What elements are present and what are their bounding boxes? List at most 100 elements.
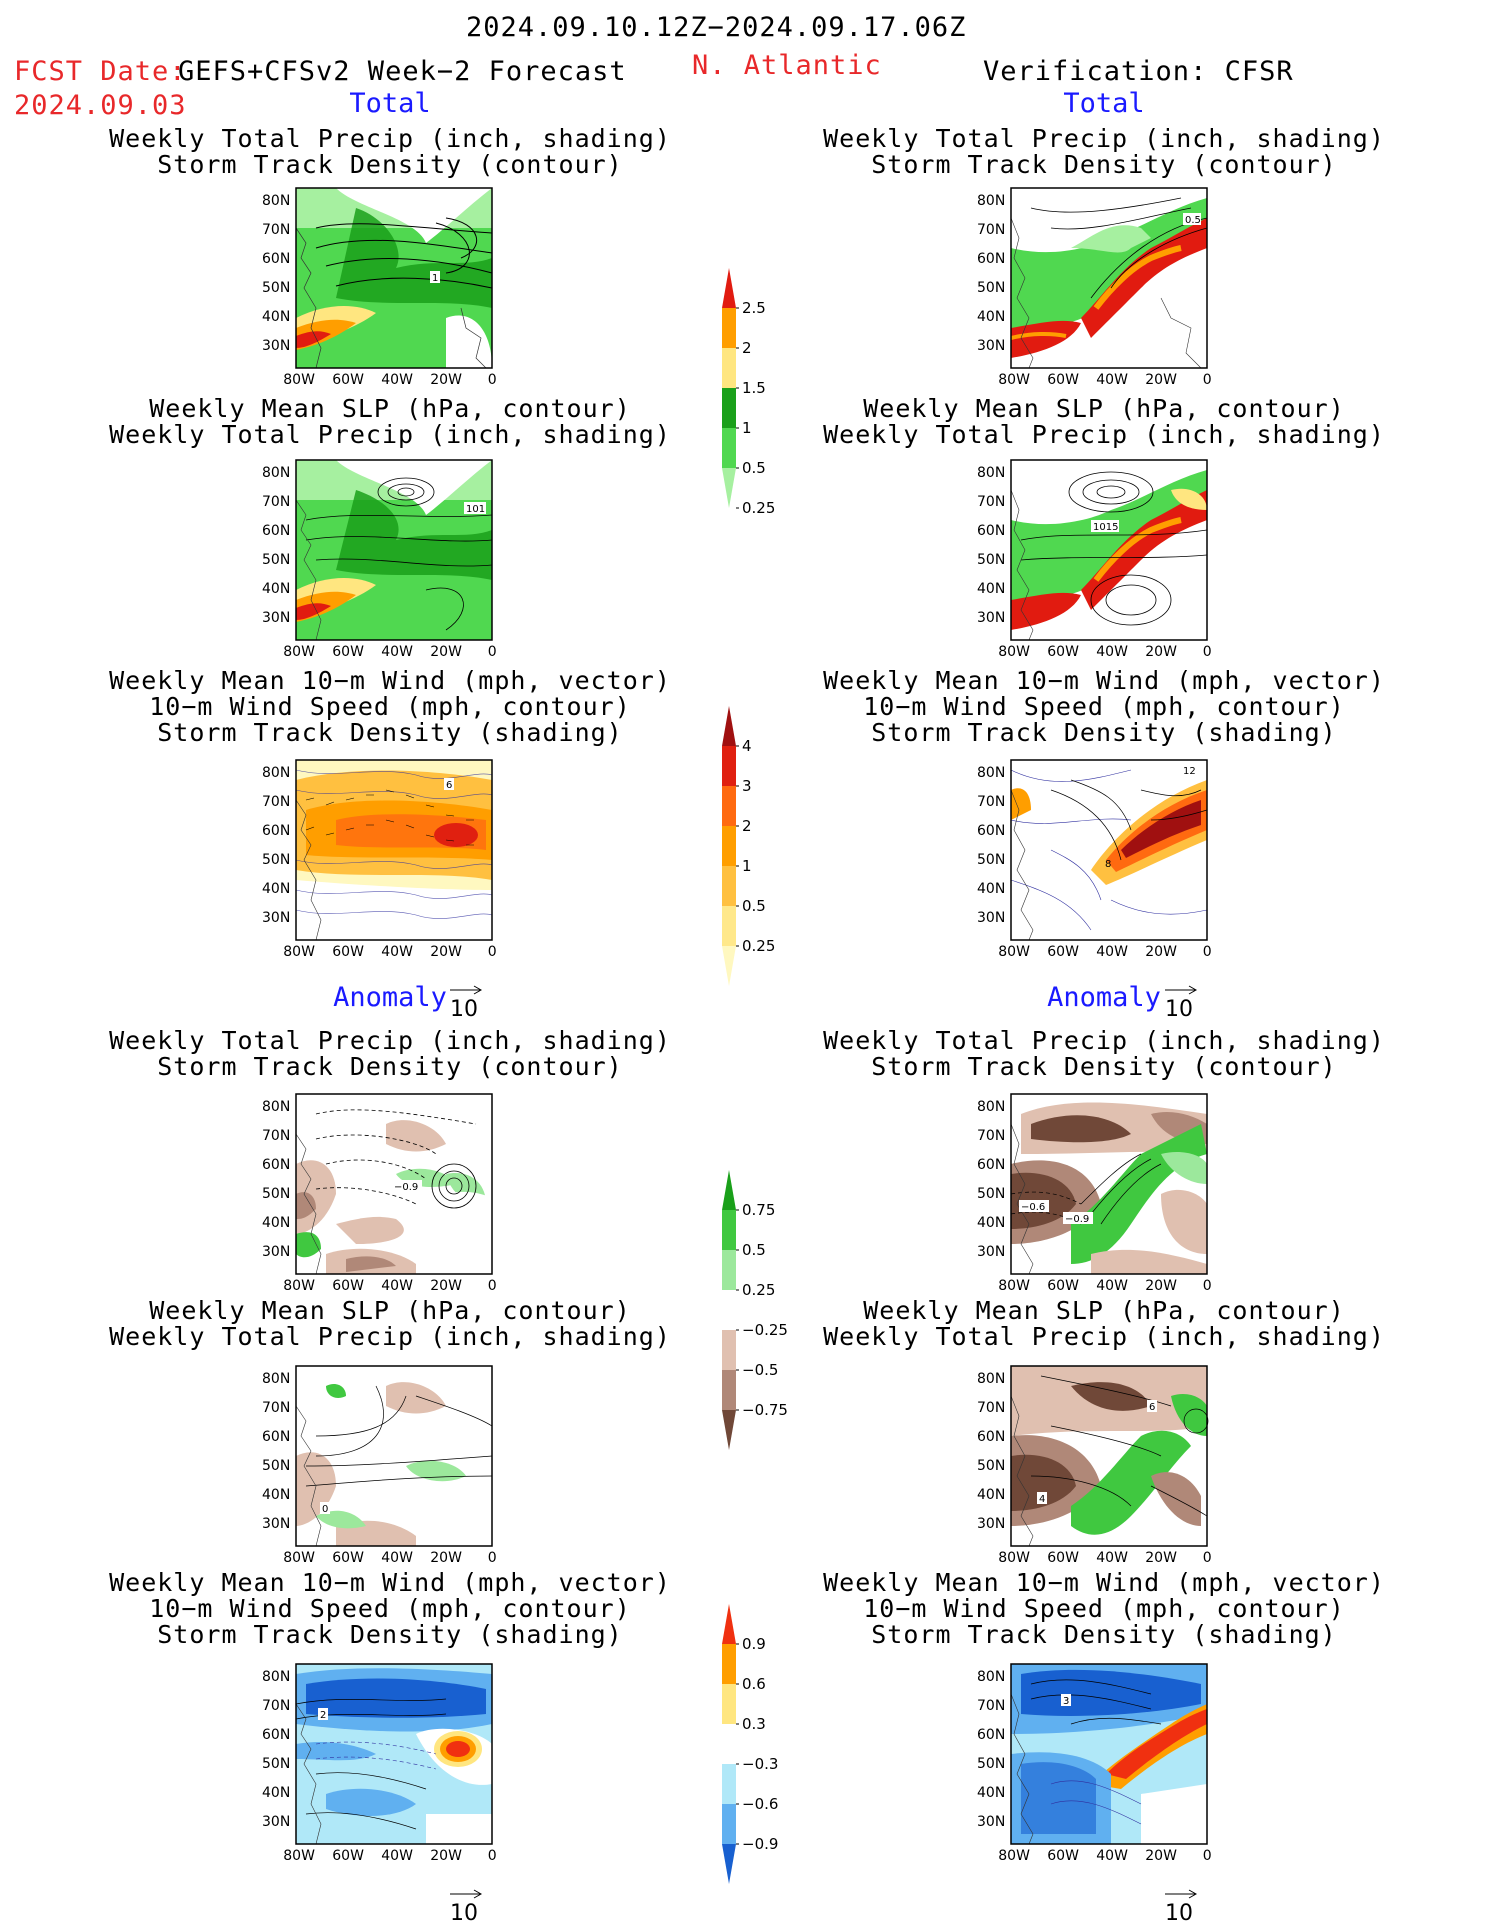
lon-tick-label: 40W [381, 644, 413, 660]
map-anom-slp-precip-right: 6 4 [1010, 1365, 1209, 1547]
title-line: Storm Track Density (shading) [871, 1620, 1337, 1649]
lat-tick-label: 70N [977, 1400, 1006, 1416]
lon-tick-label: 20W [1145, 1848, 1177, 1864]
map-total-precip-track-right: 0.5 [1010, 187, 1208, 369]
lon-tick-label: 80W [998, 1550, 1030, 1566]
colorbar-swatch [722, 1210, 736, 1250]
map-svg: 6 [295, 759, 493, 941]
panel-title-total-wind-left: Weekly Mean 10−m Wind (mph, vector) 10−m… [30, 668, 750, 746]
lat-tick-label: 70N [262, 222, 291, 238]
lat-tick-label: 40N [262, 1785, 291, 1801]
contour-label: 2 [320, 1710, 326, 1721]
lon-tick-label: 0 [1202, 644, 1212, 660]
title-line: 10−m Wind Speed (mph, contour) [863, 692, 1345, 721]
lon-tick-label: 0 [487, 1550, 497, 1566]
lon-tick-label: 20W [1145, 372, 1177, 388]
contour-label: −0.6 [1021, 1202, 1045, 1213]
colorbar-label: 0.25 [742, 1281, 775, 1299]
contour-label: 4 [1039, 1494, 1045, 1505]
map-total-wind-track-left: 6 [295, 759, 493, 941]
contour-label: −0.9 [1065, 1214, 1089, 1225]
title-line: Weekly Mean 10−m Wind (mph, vector) [109, 1568, 671, 1597]
colorbar-label: −0.75 [742, 1401, 788, 1419]
colorbar-swatch [722, 906, 736, 946]
colorbar-label: 3 [742, 777, 752, 795]
lat-tick-label: 70N [977, 222, 1006, 238]
arrow-icon [1165, 985, 1198, 995]
lat-tick-label: 80N [977, 465, 1006, 481]
lat-tick-label: 30N [977, 610, 1006, 626]
title-line: Weekly Total Precip (inch, shading) [823, 124, 1385, 153]
map-svg: 0.5 [1010, 187, 1208, 369]
colorbar-label: 0.5 [742, 459, 766, 477]
map-anom-slp-precip-left: 0 [295, 1365, 493, 1547]
lat-tick-label: 70N [262, 1400, 291, 1416]
colorbar-label: 1 [742, 857, 752, 875]
lon-tick-label: 80W [998, 944, 1030, 960]
colorbar-swatch [722, 1410, 736, 1450]
lon-tick-label: 40W [1096, 372, 1128, 388]
lon-tick-label: 20W [1145, 644, 1177, 660]
lat-tick-label: 40N [977, 1487, 1006, 1503]
lon-tick-label: 0 [487, 372, 497, 388]
vector-ref-value: 10 [450, 1901, 478, 1926]
lat-tick-label: 80N [977, 765, 1006, 781]
title-line: Weekly Total Precip (inch, shading) [109, 1026, 671, 1055]
lat-tick-label: 60N [977, 823, 1006, 839]
arrow-icon [1165, 1889, 1198, 1899]
lat-tick-label: 80N [977, 1099, 1006, 1115]
colorbar-swatch [722, 1250, 736, 1290]
title-line: 10−m Wind Speed (mph, contour) [863, 1594, 1345, 1623]
lon-tick-label: 40W [1096, 644, 1128, 660]
lon-tick-label: 40W [381, 372, 413, 388]
colorbar-swatch [722, 388, 736, 428]
vector-ref-value: 10 [450, 997, 478, 1022]
lon-tick-label: 0 [1202, 944, 1212, 960]
lat-tick-label: 30N [977, 1244, 1006, 1260]
colorbar-label: −0.25 [742, 1321, 788, 1339]
title-line: Weekly Mean 10−m Wind (mph, vector) [823, 1568, 1385, 1597]
colorbar-label: 2 [742, 817, 752, 835]
map-total-wind-track-right: 12 8 [1010, 759, 1208, 941]
section-anomaly-left: Anomaly [333, 982, 447, 1013]
date-range-title: 2024.09.10.12Z−2024.09.17.06Z [466, 12, 967, 43]
fcst-model-label: GEFS+CFSv2 Week−2 Forecast [178, 56, 627, 87]
lon-tick-label: 80W [283, 1278, 315, 1294]
title-line: Weekly Mean 10−m Wind (mph, vector) [109, 666, 671, 695]
lon-tick-label: 0 [487, 944, 497, 960]
lat-tick-label: 30N [262, 610, 291, 626]
colorbar-precip-total: 2.5 2 1.5 1 0.5 0.25 [722, 268, 802, 552]
lat-tick-label: 80N [262, 765, 291, 781]
panel-title-total-slp-right: Weekly Mean SLP (hPa, contour) Weekly To… [744, 396, 1464, 448]
title-line: Storm Track Density (contour) [871, 150, 1337, 179]
contour-label: 101 [466, 504, 485, 515]
colorbar-swatch [722, 1370, 736, 1410]
lon-tick-label: 60W [332, 944, 364, 960]
title-line: Storm Track Density (contour) [157, 150, 623, 179]
lat-tick-label: 30N [977, 910, 1006, 926]
map-svg: 2 [295, 1663, 493, 1845]
lat-tick-label: 60N [977, 251, 1006, 267]
colorbar-swatch [722, 746, 736, 786]
lon-tick-label: 60W [332, 372, 364, 388]
map-total-slp-precip-right: 1015 [1010, 459, 1208, 641]
lon-tick-label: 60W [1047, 372, 1079, 388]
lat-tick-label: 50N [977, 852, 1006, 868]
lon-tick-label: 20W [430, 644, 462, 660]
panel-title-anom-precip-left: Weekly Total Precip (inch, shading) Stor… [30, 1028, 750, 1080]
lon-tick-label: 60W [332, 1550, 364, 1566]
lat-tick-label: 60N [262, 1727, 291, 1743]
vector-ref-right-total: 10 [1165, 976, 1199, 1022]
arrow-icon [450, 985, 483, 995]
title-line: Storm Track Density (shading) [157, 718, 623, 747]
colorbar-swatch [722, 1684, 736, 1724]
colorbar-swatch [722, 1170, 736, 1210]
lon-tick-label: 60W [1047, 644, 1079, 660]
lon-tick-label: 40W [381, 1848, 413, 1864]
map-anom-wind-track-left: 2 [295, 1663, 493, 1845]
section-total-right: Total [1063, 88, 1145, 119]
title-line: Weekly Total Precip (inch, shading) [109, 420, 671, 449]
map-svg: 101 [295, 459, 493, 641]
lat-tick-label: 80N [262, 1371, 291, 1387]
lon-tick-label: 40W [1096, 944, 1128, 960]
